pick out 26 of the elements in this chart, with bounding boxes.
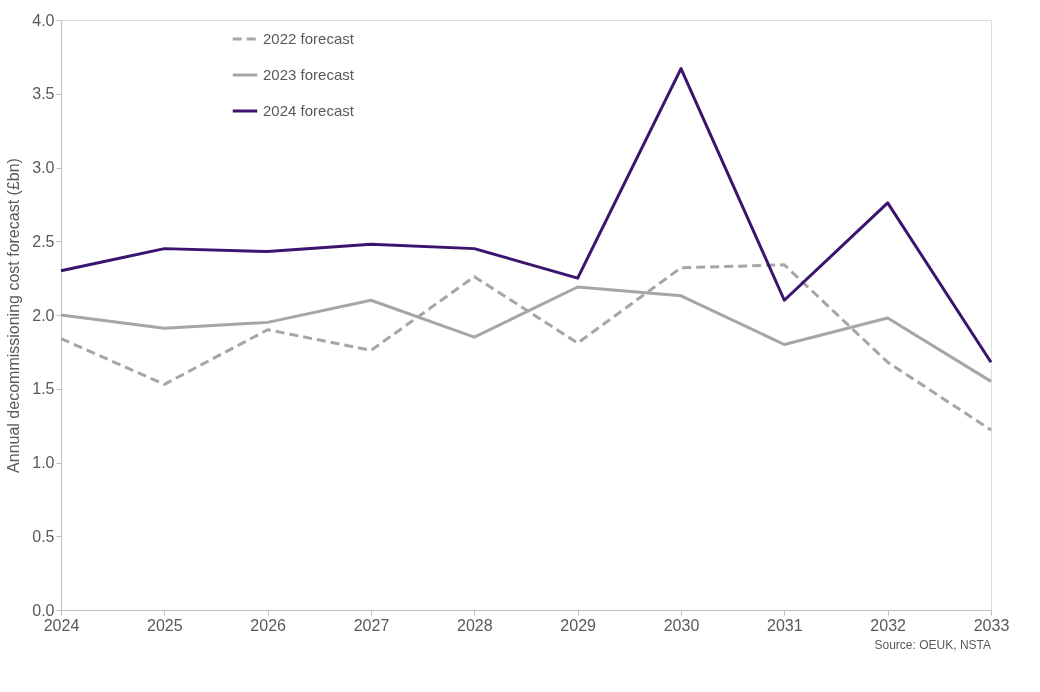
x-tick-label: 2030	[663, 616, 700, 634]
x-tick-label: 2032	[870, 616, 907, 634]
y-tick-label: 4.0	[32, 11, 55, 29]
y-axis-title: Annual decommissioning cost forecast (£bn)	[5, 158, 23, 473]
y-tick-label: 3.0	[32, 159, 55, 176]
x-tick-label: 2024	[43, 616, 80, 634]
x-tick-label: 2027	[353, 616, 390, 634]
x-tick-label: 2029	[560, 616, 597, 634]
y-tick-label: 0.5	[32, 527, 55, 545]
x-tick-label: 2031	[767, 616, 803, 634]
legend-label: 2024 forecast	[263, 102, 355, 119]
y-tick-label: 2.5	[32, 232, 55, 250]
y-tick-label: 1.0	[32, 454, 55, 471]
y-tick-label: 3.5	[32, 85, 55, 103]
legend-label: 2023 forecast	[263, 66, 355, 83]
x-tick-label: 2025	[147, 616, 183, 634]
line-series	[59, 263, 993, 432]
legend-label: 2022 forecast	[263, 30, 355, 47]
x-tick-label: 2033	[973, 616, 1010, 634]
x-tick-label: 2028	[457, 616, 493, 634]
y-tick-label: 2.0	[32, 306, 55, 324]
source-note: Source: OEUK, NSTA	[874, 638, 991, 652]
y-tick-label: 1.5	[32, 380, 55, 398]
x-tick-label: 2026	[250, 616, 287, 634]
y-tick-label: 0.0	[32, 601, 55, 619]
line-series	[59, 67, 993, 364]
